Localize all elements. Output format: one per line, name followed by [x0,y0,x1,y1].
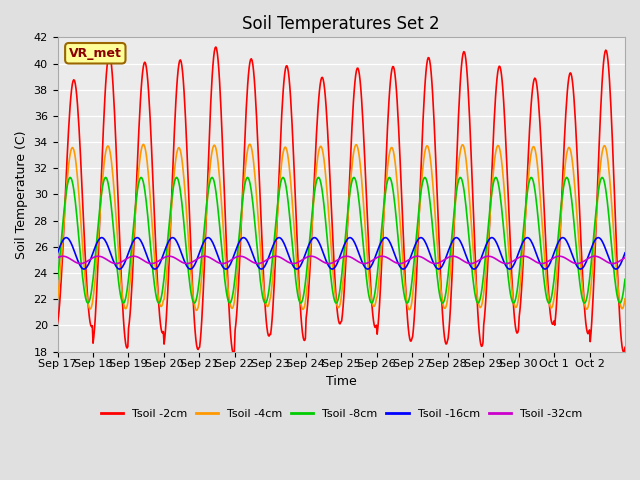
Legend: Tsoil -2cm, Tsoil -4cm, Tsoil -8cm, Tsoil -16cm, Tsoil -32cm: Tsoil -2cm, Tsoil -4cm, Tsoil -8cm, Tsoi… [96,404,586,423]
Title: Soil Temperatures Set 2: Soil Temperatures Set 2 [243,15,440,33]
Y-axis label: Soil Temperature (C): Soil Temperature (C) [15,130,28,259]
X-axis label: Time: Time [326,375,356,388]
Text: VR_met: VR_met [69,47,122,60]
